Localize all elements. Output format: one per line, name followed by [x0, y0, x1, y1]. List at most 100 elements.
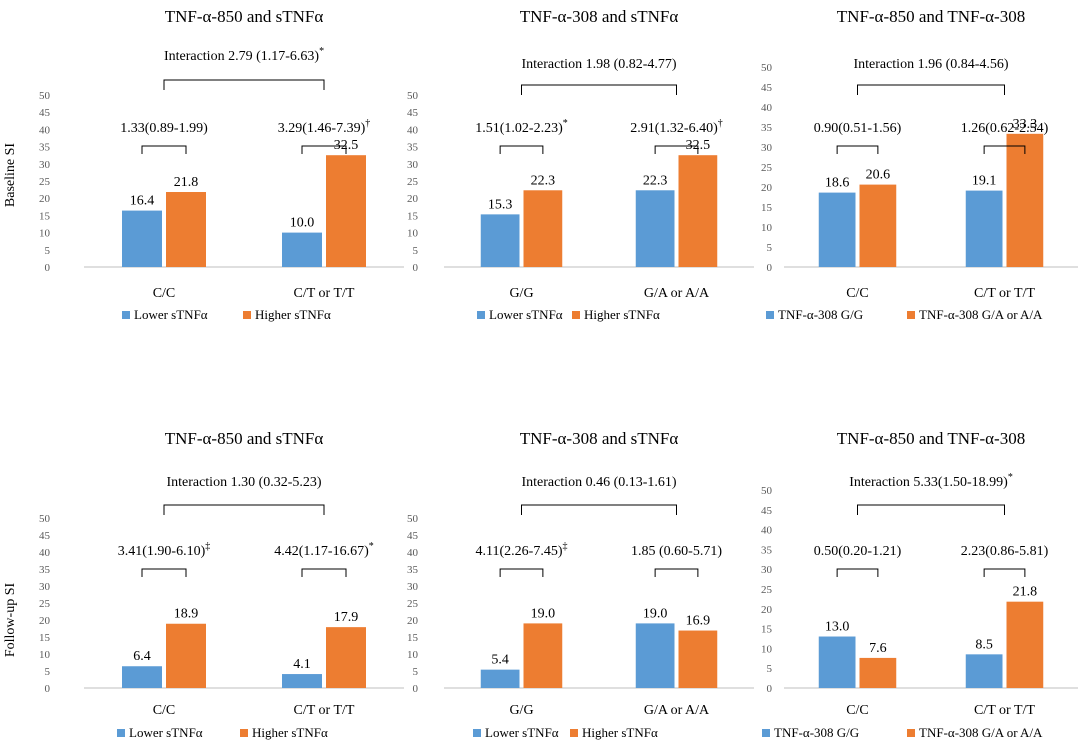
group-bracket: [983, 145, 1026, 154]
legend-swatch: [907, 311, 915, 319]
chart-title: TNF-α-850 and sTNFα: [165, 7, 324, 26]
interaction-bracket: [163, 504, 325, 515]
interaction-bracket: [521, 84, 677, 95]
y-tick-label: 0: [413, 262, 419, 274]
y-tick-label: 35: [761, 544, 773, 556]
y-tick-label: 5: [45, 245, 51, 257]
data-label: 18.6: [825, 176, 850, 191]
group-odds-ratio: 1.26(0.62-2.54): [961, 121, 1049, 136]
y-tick-label: 5: [767, 242, 773, 254]
group-bracket: [141, 568, 187, 577]
group-odds-ratio: 1.85 (0.60-5.71): [631, 544, 722, 559]
legend-label: Higher sTNFα: [255, 307, 331, 322]
category-label: C/T or T/T: [974, 703, 1035, 718]
legend-swatch: [240, 729, 248, 737]
y-tick-label: 45: [39, 530, 51, 542]
y-tick-label: 0: [45, 683, 51, 695]
y-tick-label: 5: [413, 245, 419, 257]
group-bracket: [301, 568, 347, 577]
y-tick-label: 40: [407, 124, 419, 136]
y-tick-label: 5: [767, 663, 773, 675]
bar-series2-gg: [523, 623, 563, 688]
panel-bottom-1: TNF-α-850 and sTNFα Follow-up SI 0 5 10 15 20 2…: [3, 429, 404, 740]
y-tick-label: 50: [407, 90, 419, 102]
y-tick-label: 5: [45, 666, 51, 678]
data-label: 10.0: [290, 216, 315, 231]
category-label: C/C: [153, 703, 176, 718]
group-bracket: [836, 568, 879, 577]
category-label: C/C: [846, 703, 869, 718]
data-label: 20.6: [866, 168, 891, 183]
y-tick-label: 30: [407, 159, 419, 171]
chart-title: TNF-α-850 and TNF-α-308: [837, 429, 1025, 448]
category-label: G/A or A/A: [644, 286, 710, 301]
legend-label: TNF-α-308 G/A or A/A: [919, 307, 1043, 322]
bar-series1-ctortt: [282, 232, 322, 267]
bar-series2-gaoraa: [678, 155, 718, 267]
y-tick-label: 15: [407, 210, 419, 222]
legend-label: Lower sTNFα: [489, 307, 563, 322]
bar-series1-gg: [480, 669, 520, 688]
y-tick-label: 30: [39, 159, 51, 171]
y-axis-label: Follow-up SI: [3, 583, 18, 658]
bar-series1-gaoraa: [635, 190, 675, 267]
y-tick-label: 15: [761, 624, 773, 636]
bar-series1-cc: [818, 192, 856, 267]
y-tick-label: 35: [39, 564, 51, 576]
y-tick-label: 30: [39, 581, 51, 593]
legend-label: Higher sTNFα: [584, 307, 660, 322]
group-odds-ratio: 2.91(1.32-6.40)†: [630, 118, 723, 136]
bar-series2-ctortt: [326, 155, 366, 267]
legend-swatch: [766, 311, 774, 319]
group-odds-ratio: 1.51(1.02-2.23)*: [475, 118, 568, 136]
legend-swatch: [122, 311, 130, 319]
category-label: G/G: [509, 703, 533, 718]
data-label: 19.0: [531, 606, 556, 621]
y-tick-label: 40: [39, 124, 51, 136]
legend-label: TNF-α-308 G/G: [778, 307, 863, 322]
y-tick-label: 20: [407, 193, 419, 205]
legend-swatch: [570, 729, 578, 737]
y-tick-label: 0: [767, 683, 773, 695]
bar-series2-ctortt: [1006, 601, 1044, 688]
significance-marker: *: [319, 46, 324, 57]
significance-marker: *: [369, 541, 374, 552]
interaction-odds-ratio: Interaction 5.33(1.50-18.99)*: [849, 472, 1013, 490]
y-tick-label: 20: [761, 604, 773, 616]
group-odds-ratio: 0.90(0.51-1.56): [814, 121, 902, 136]
bar-series2-gg: [523, 190, 563, 267]
y-tick-label: 25: [761, 162, 773, 174]
y-tick-label: 10: [407, 649, 419, 661]
data-label: 21.8: [174, 175, 199, 190]
category-label: G/G: [509, 286, 533, 301]
chart-title: TNF-α-850 and sTNFα: [165, 429, 324, 448]
y-tick-label: 10: [761, 222, 773, 234]
chart-title: TNF-α-308 and sTNFα: [520, 429, 679, 448]
y-tick-label: 25: [39, 598, 51, 610]
y-tick-label: 0: [413, 683, 419, 695]
y-tick-label: 50: [761, 62, 773, 74]
data-label: 19.1: [972, 174, 997, 189]
data-label: 33.3: [1013, 117, 1038, 132]
bar-series1-cc: [122, 210, 162, 267]
interaction-odds-ratio: Interaction 1.96 (0.84-4.56): [853, 57, 1008, 72]
chart-title: TNF-α-308 and sTNFα: [520, 7, 679, 26]
category-label: C/T or T/T: [294, 703, 355, 718]
group-odds-ratio: 3.29(1.46-7.39)†: [278, 118, 371, 136]
significance-marker: †: [718, 118, 723, 129]
y-axis-label: Baseline SI: [3, 143, 18, 207]
y-tick-label: 30: [761, 142, 773, 154]
data-label: 17.9: [334, 610, 359, 625]
interaction-bracket: [857, 504, 1005, 515]
panel-top-1: TNF-α-850 and sTNFα Baseline SI 0 5 10 15 20 25…: [3, 7, 404, 322]
legend-swatch: [117, 729, 125, 737]
y-tick-label: 10: [39, 228, 51, 240]
legend-swatch: [572, 311, 580, 319]
y-tick-label: 45: [761, 505, 773, 517]
y-tick-label: 45: [407, 530, 419, 542]
data-label: 21.8: [1013, 585, 1038, 600]
y-tick-label: 25: [761, 584, 773, 596]
y-tick-label: 50: [761, 485, 773, 497]
y-tick-label: 0: [45, 262, 51, 274]
panel-bottom-3: TNF-α-850 and TNF-α-308 0 5 10 15 20 25 30 35 40 4…: [761, 429, 1078, 740]
